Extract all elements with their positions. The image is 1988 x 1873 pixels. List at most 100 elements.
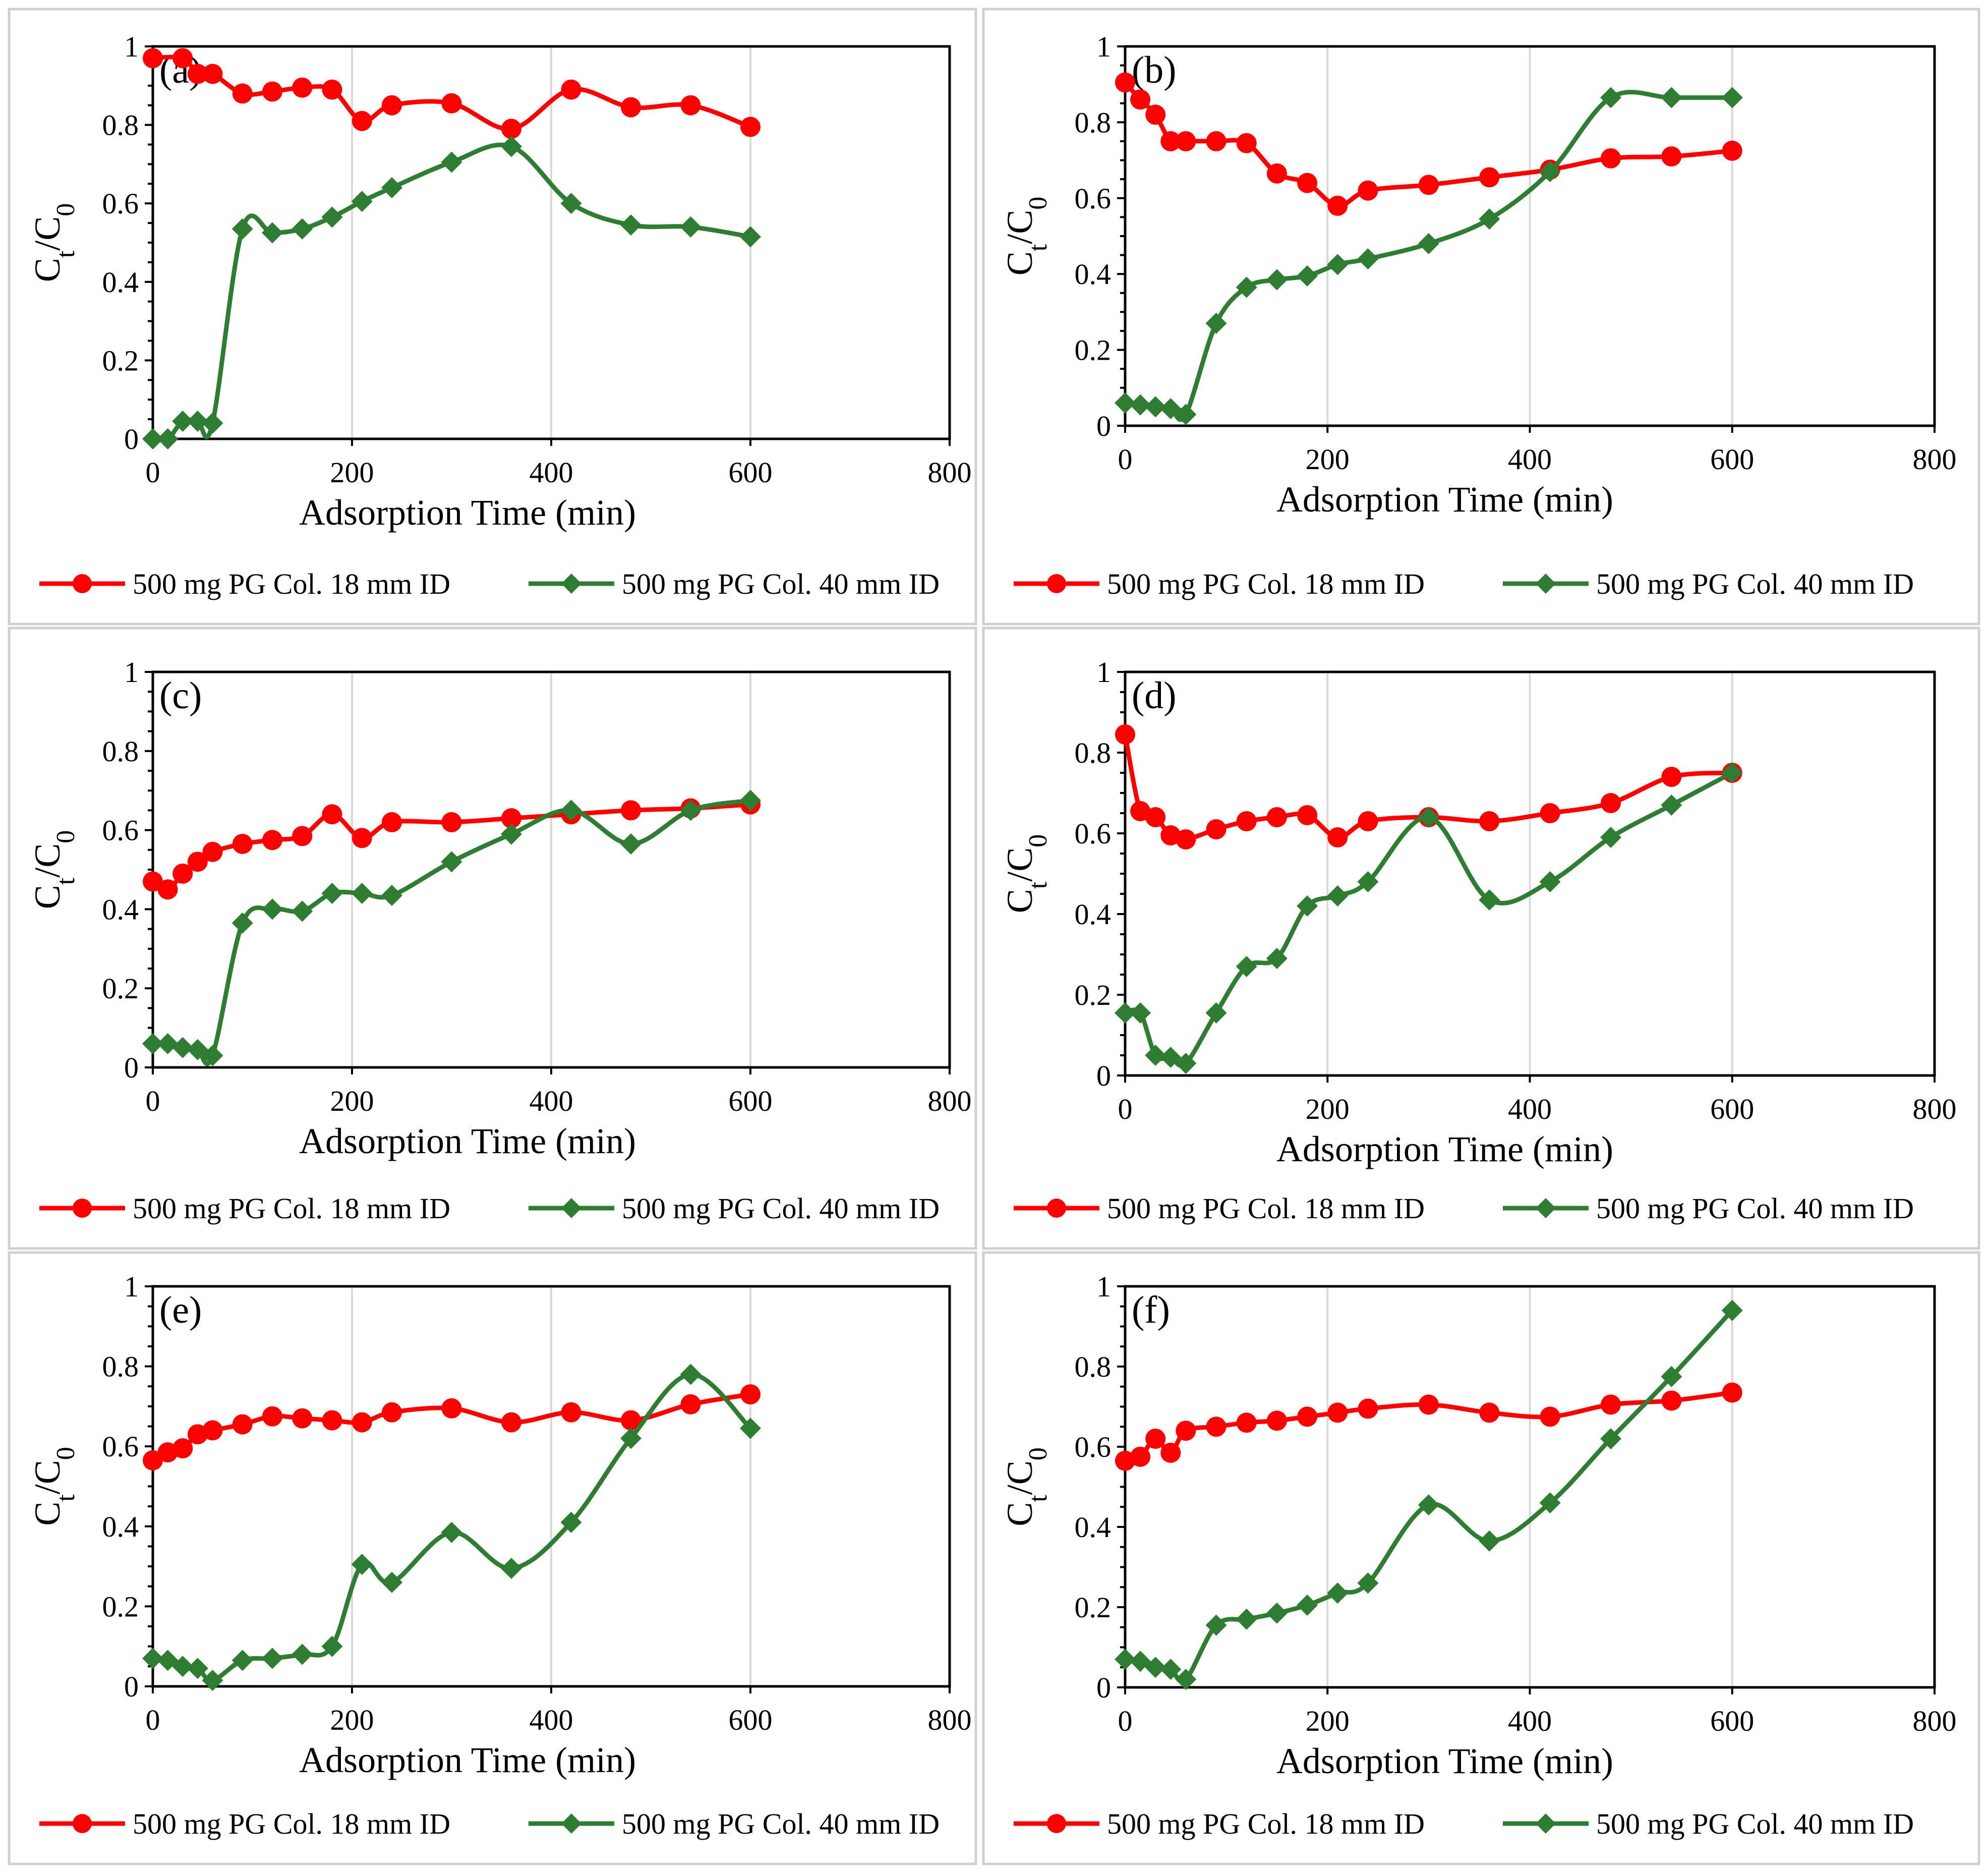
data-point <box>292 77 313 98</box>
x-axis-label: Adsorption Time (min) <box>1276 1741 1613 1781</box>
data-point <box>1115 1649 1136 1670</box>
panel-border <box>8 627 977 1250</box>
legend-marker <box>1536 1813 1556 1834</box>
data-point <box>382 812 402 832</box>
data-point <box>740 117 761 137</box>
y-tick-label: 0.4 <box>102 1510 139 1543</box>
data-point <box>1145 1657 1166 1678</box>
legend-marker <box>561 1198 581 1218</box>
data-point <box>262 898 283 920</box>
data-point <box>740 226 761 248</box>
data-point <box>1130 1651 1151 1672</box>
x-tick-label: 600 <box>729 456 773 489</box>
data-point <box>1418 1494 1439 1516</box>
data-point <box>262 81 282 102</box>
data-point <box>1130 89 1151 110</box>
data-point <box>560 1511 582 1533</box>
legend-entry-2: 500 mg PG Col. 40 mm ID <box>529 1192 940 1225</box>
data-point <box>231 218 253 240</box>
panel-border <box>8 1251 977 1865</box>
data-point <box>202 64 223 84</box>
data-point <box>620 214 641 236</box>
data-point <box>321 206 343 228</box>
y-axis-label: Ct/C0 <box>27 203 80 282</box>
data-point <box>1722 1382 1742 1403</box>
plot-frame <box>1124 1285 1936 1689</box>
y-tick-label: 0.8 <box>1075 106 1112 139</box>
data-point <box>1160 825 1181 845</box>
data-point <box>1130 1446 1151 1467</box>
series-2 <box>142 1364 761 1691</box>
x-tick-label: 0 <box>1118 1705 1133 1737</box>
data-point <box>142 428 163 449</box>
legend-label: 500 mg PG Col. 40 mm ID <box>622 1807 940 1840</box>
data-point <box>1661 767 1682 787</box>
plot-frame <box>151 670 951 1069</box>
data-point <box>187 852 208 872</box>
x-tick-label: 400 <box>1508 1093 1552 1125</box>
y-tick-label: 0.4 <box>1075 258 1112 291</box>
y-tick-label: 0.2 <box>1075 1591 1112 1624</box>
data-point <box>142 1033 163 1054</box>
data-point <box>1130 801 1151 821</box>
y-tick-label: 0.2 <box>102 972 139 1005</box>
data-point <box>501 119 521 139</box>
panel-label: (e) <box>159 1289 202 1331</box>
data-point <box>1115 72 1135 93</box>
legend-label: 500 mg PG Col. 18 mm ID <box>1107 567 1425 600</box>
data-point <box>351 883 373 904</box>
data-point <box>501 808 521 829</box>
data-point <box>352 110 372 131</box>
data-point <box>1205 1002 1227 1024</box>
x-tick-label: 0 <box>1118 1093 1133 1125</box>
data-point <box>441 93 462 113</box>
data-point <box>321 883 343 904</box>
x-tick-label: 0 <box>146 1085 160 1117</box>
data-point <box>1539 1492 1561 1514</box>
data-point <box>172 48 193 69</box>
y-axis-label: Ct/C0 <box>1000 197 1053 276</box>
data-point <box>1661 1390 1682 1411</box>
x-axis-label: Adsorption Time (min) <box>299 1740 636 1780</box>
data-point <box>231 1650 253 1671</box>
x-tick-label: 600 <box>1710 1705 1754 1737</box>
data-point <box>232 1414 253 1435</box>
data-point <box>1236 133 1257 153</box>
data-point <box>202 1420 223 1441</box>
data-point <box>560 800 582 821</box>
x-axis-label: Adsorption Time (min) <box>299 1121 636 1161</box>
data-point <box>1327 885 1349 906</box>
legend-entry-1: 500 mg PG Col. 18 mm ID <box>39 1192 450 1225</box>
data-point <box>1600 87 1621 108</box>
chart-panel-5: 0 0.2 0.4 0.6 0.8 1 0 200 400 600 800 Adsorption Ti… <box>8 1251 977 1865</box>
data-point <box>1540 803 1560 823</box>
x-tick-label: 200 <box>330 1704 374 1736</box>
data-point <box>381 177 402 199</box>
chart-panel-6: 0 0.2 0.4 0.6 0.8 1 0 200 400 600 800 Adsorption Ti… <box>982 1251 1980 1865</box>
data-point <box>1327 195 1348 216</box>
legend-entry-2: 500 mg PG Col. 40 mm ID <box>1503 1807 1914 1840</box>
data-point <box>1479 167 1500 188</box>
legend-label: 500 mg PG Col. 40 mm ID <box>1596 1807 1914 1840</box>
data-point <box>1266 1410 1287 1431</box>
data-point <box>1418 175 1439 195</box>
x-tick-label: 400 <box>1508 443 1552 476</box>
legend-entry-2: 500 mg PG Col. 40 mm ID <box>529 1807 940 1840</box>
series-2 <box>1115 762 1743 1074</box>
data-point <box>1115 1002 1136 1024</box>
y-tick-label: 0.4 <box>1075 1511 1112 1544</box>
data-point <box>740 1384 761 1405</box>
data-point <box>680 1364 701 1385</box>
data-point <box>291 900 313 922</box>
x-axis-label: Adsorption Time (min) <box>1276 1129 1613 1169</box>
data-point <box>1205 312 1227 334</box>
y-tick-label: 0 <box>1096 1671 1111 1704</box>
data-point <box>740 1417 761 1439</box>
data-point <box>1266 1602 1288 1624</box>
data-point <box>1479 1530 1500 1552</box>
series-1 <box>143 48 761 139</box>
x-axis-label: Adsorption Time (min) <box>1276 479 1613 520</box>
data-point <box>172 1037 194 1058</box>
legend-entry-2: 500 mg PG Col. 40 mm ID <box>529 567 940 600</box>
data-point <box>1145 396 1166 418</box>
